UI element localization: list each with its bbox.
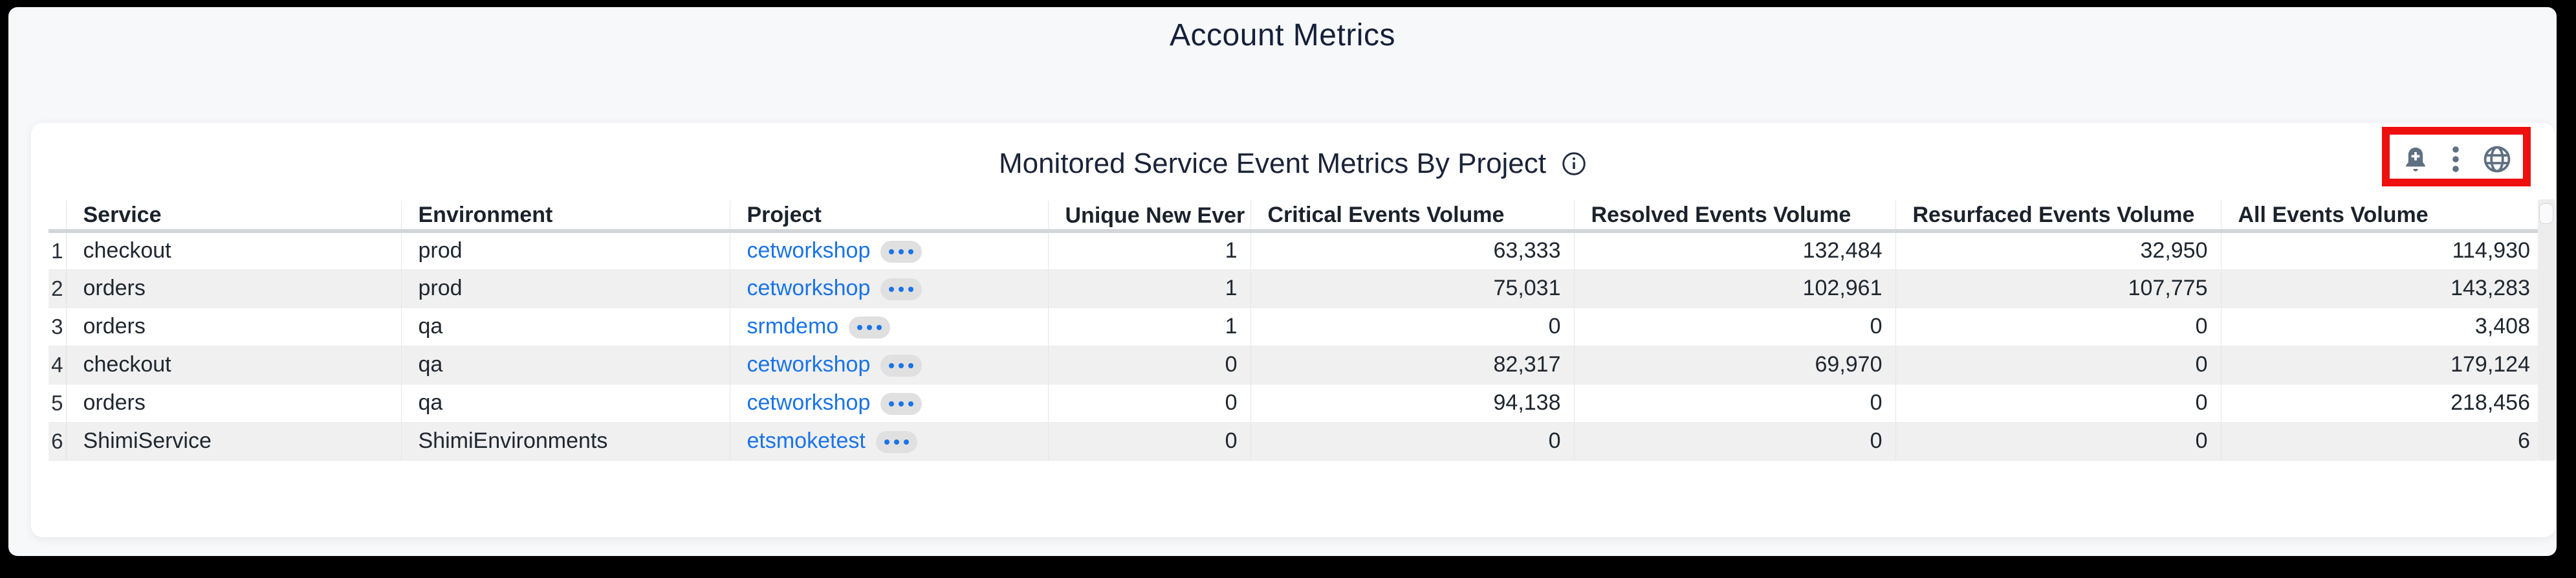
row-number-header: [49, 201, 67, 233]
project-cell: cetworkshop: [730, 231, 1049, 270]
project-cell: cetworkshop: [730, 384, 1049, 423]
project-link[interactable]: cetworkshop: [747, 276, 871, 300]
service-cell: ShimiService: [66, 422, 402, 461]
critical-volume-cell: 82,317: [1250, 346, 1575, 384]
environment-cell: qa: [401, 384, 730, 423]
project-more-pill[interactable]: [880, 355, 922, 377]
service-cell: checkout: [66, 346, 402, 384]
resolved-volume-cell: 102,961: [1574, 269, 1896, 308]
project-more-pill[interactable]: [880, 393, 922, 416]
unique-new-cell: 1: [1048, 269, 1251, 308]
project-link[interactable]: cetworkshop: [747, 352, 871, 377]
row-number-cell: 3: [49, 307, 67, 346]
project-link[interactable]: srmdemo: [747, 314, 839, 339]
column-header-project[interactable]: Project: [730, 201, 1049, 233]
metrics-table: Service Environment Project Unique New E…: [49, 201, 2538, 461]
project-more-pill[interactable]: [880, 278, 922, 301]
resolved-volume-cell: 0: [1574, 422, 1896, 461]
panel-title: Monitored Service Event Metrics By Proje…: [998, 148, 1547, 179]
resolved-volume-cell: 132,484: [1574, 231, 1896, 270]
row-number-cell: 5: [49, 384, 67, 423]
environment-cell: prod: [401, 269, 730, 308]
environment-cell: qa: [401, 346, 730, 384]
project-link[interactable]: cetworkshop: [747, 390, 871, 415]
service-cell: orders: [66, 307, 402, 346]
table-row: 4 checkout qa cetworkshop 0 82,317 69,97…: [49, 346, 2538, 384]
unique-new-cell: 0: [1048, 422, 1251, 461]
page-title: Account Metrics: [1170, 18, 1395, 52]
environment-cell: ShimiEnvironments: [401, 422, 730, 461]
globe-icon[interactable]: [2482, 144, 2513, 175]
panel-toolbar: [2401, 142, 2513, 176]
row-number-cell: 1: [49, 231, 67, 270]
environment-cell: prod: [401, 231, 730, 270]
table-row: 3 orders qa srmdemo 1 0 0 0 3,408: [49, 307, 2538, 346]
service-cell: orders: [66, 384, 402, 423]
unique-new-cell: 0: [1048, 384, 1251, 423]
add-alert-bell-icon[interactable]: [2401, 144, 2430, 175]
resurfaced-volume-cell: 107,775: [1895, 269, 2221, 308]
dashboard-screen: Account Metrics Monitored Service Event …: [8, 7, 2557, 556]
column-header-critical[interactable]: Critical Events Volume: [1250, 201, 1575, 233]
table-scrollbar-track[interactable]: [2538, 199, 2555, 461]
critical-volume-cell: 63,333: [1250, 231, 1575, 270]
all-events-volume-cell: 3,408: [2221, 307, 2538, 346]
table-row: 6 ShimiService ShimiEnvironments etsmoke…: [49, 422, 2538, 461]
row-number-cell: 4: [49, 346, 67, 384]
unique-new-cell: 0: [1048, 346, 1251, 384]
all-events-volume-cell: 218,456: [2221, 384, 2538, 423]
table-row: 2 orders prod cetworkshop 1 75,031 102,9…: [49, 269, 2538, 308]
unique-new-cell: 1: [1048, 307, 1251, 346]
resolved-volume-cell: 69,970: [1574, 346, 1896, 384]
table-scrollbar-thumb[interactable]: [2539, 203, 2553, 224]
project-link[interactable]: cetworkshop: [747, 238, 871, 263]
column-header-resurfaced[interactable]: Resurfaced Events Volume: [1895, 201, 2221, 233]
service-cell: checkout: [66, 231, 402, 270]
resolved-volume-cell: 0: [1574, 384, 1896, 423]
row-number-cell: 6: [49, 422, 67, 461]
resurfaced-volume-cell: 32,950: [1895, 231, 2221, 270]
critical-volume-cell: 75,031: [1250, 269, 1575, 308]
info-icon[interactable]: [1560, 150, 1588, 177]
row-number-cell: 2: [49, 269, 67, 308]
all-events-volume-cell: 143,283: [2221, 269, 2538, 308]
table-row: 1 checkout prod cetworkshop 1 63,333 132…: [49, 231, 2538, 270]
kebab-menu-icon[interactable]: [2451, 144, 2460, 175]
critical-volume-cell: 0: [1250, 422, 1575, 461]
column-header-environment[interactable]: Environment: [401, 201, 730, 233]
unique-new-cell: 1: [1048, 231, 1251, 270]
critical-volume-cell: 0: [1250, 307, 1575, 346]
resurfaced-volume-cell: 0: [1895, 307, 2221, 346]
column-header-resolved[interactable]: Resolved Events Volume: [1574, 201, 1896, 233]
project-cell: srmdemo: [730, 307, 1049, 346]
column-header-service[interactable]: Service: [66, 201, 402, 233]
project-more-pill[interactable]: [849, 317, 891, 339]
all-events-volume-cell: 114,930: [2221, 231, 2538, 270]
project-cell: etsmoketest: [730, 422, 1049, 461]
table-header-row: Service Environment Project Unique New E…: [49, 201, 2538, 233]
project-cell: cetworkshop: [730, 269, 1049, 308]
project-link[interactable]: etsmoketest: [747, 428, 866, 453]
column-header-all-events[interactable]: All Events Volume: [2221, 201, 2538, 233]
resolved-volume-cell: 0: [1574, 307, 1896, 346]
table-row: 5 orders qa cetworkshop 0 94,138 0 0 218…: [49, 384, 2538, 423]
resurfaced-volume-cell: 0: [1895, 346, 2221, 384]
project-more-pill[interactable]: [875, 431, 917, 454]
service-cell: orders: [66, 269, 402, 308]
metrics-panel: Monitored Service Event Metrics By Proje…: [31, 123, 2555, 537]
resurfaced-volume-cell: 0: [1895, 384, 2221, 423]
all-events-volume-cell: 6: [2221, 422, 2538, 461]
column-header-unique-new[interactable]: Unique New Ever: [1048, 201, 1251, 233]
project-cell: cetworkshop: [730, 346, 1049, 384]
project-more-pill[interactable]: [880, 241, 922, 263]
all-events-volume-cell: 179,124: [2221, 346, 2538, 384]
environment-cell: qa: [401, 307, 730, 346]
resurfaced-volume-cell: 0: [1895, 422, 2221, 461]
critical-volume-cell: 94,138: [1250, 384, 1575, 423]
